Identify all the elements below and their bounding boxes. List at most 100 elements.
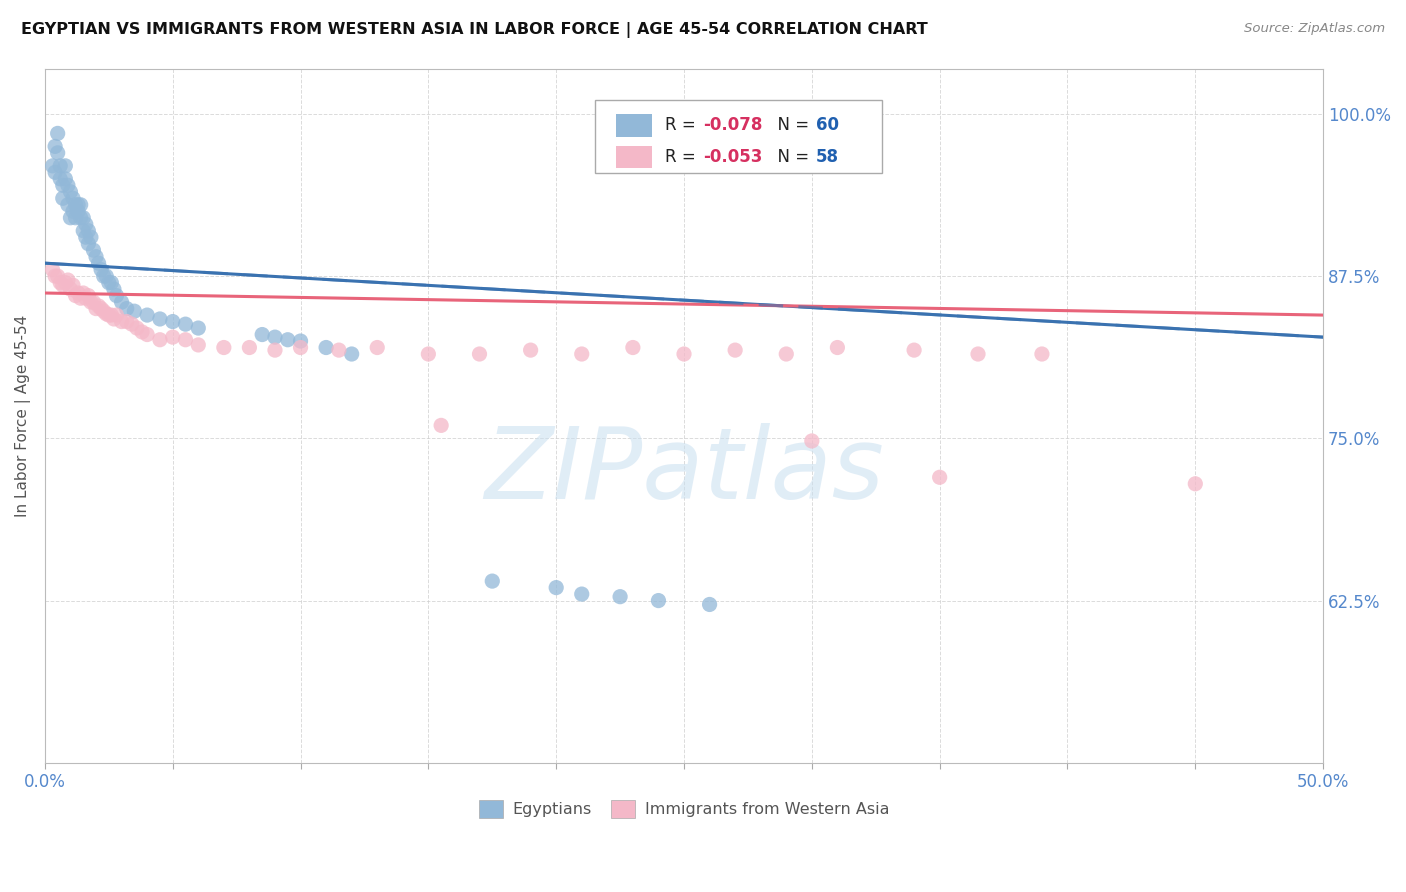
Point bbox=[121, 317, 143, 331]
Point bbox=[1184, 476, 1206, 491]
Point bbox=[609, 590, 631, 604]
Point bbox=[967, 347, 990, 361]
Point bbox=[800, 434, 823, 448]
Point bbox=[105, 308, 128, 322]
Point bbox=[69, 291, 91, 305]
Point bbox=[46, 269, 69, 284]
Point bbox=[77, 288, 100, 302]
Point bbox=[72, 224, 94, 238]
Point bbox=[903, 343, 925, 358]
Text: N =: N = bbox=[768, 117, 814, 135]
Point bbox=[928, 470, 950, 484]
Point bbox=[77, 236, 100, 251]
Point bbox=[72, 285, 94, 300]
Point bbox=[340, 347, 363, 361]
Point bbox=[277, 333, 299, 347]
Point bbox=[69, 198, 91, 212]
Point bbox=[56, 198, 79, 212]
Point bbox=[67, 285, 90, 300]
Point bbox=[131, 325, 153, 339]
Point bbox=[1031, 347, 1053, 361]
Point bbox=[149, 312, 172, 326]
Point bbox=[65, 198, 87, 212]
Point bbox=[67, 198, 90, 212]
Point bbox=[65, 288, 87, 302]
Point bbox=[87, 299, 110, 313]
Point bbox=[75, 230, 97, 244]
Point bbox=[430, 418, 453, 433]
Point bbox=[93, 269, 115, 284]
Text: 58: 58 bbox=[815, 148, 838, 166]
Point bbox=[174, 333, 197, 347]
Point bbox=[571, 587, 593, 601]
Text: -0.053: -0.053 bbox=[703, 148, 762, 166]
Legend: Egyptians, Immigrants from Western Asia: Egyptians, Immigrants from Western Asia bbox=[472, 794, 896, 824]
Point bbox=[59, 282, 82, 296]
Point bbox=[62, 191, 84, 205]
Point bbox=[87, 256, 110, 270]
Point bbox=[105, 288, 128, 302]
Text: EGYPTIAN VS IMMIGRANTS FROM WESTERN ASIA IN LABOR FORCE | AGE 45-54 CORRELATION : EGYPTIAN VS IMMIGRANTS FROM WESTERN ASIA… bbox=[21, 22, 928, 38]
Point bbox=[149, 333, 172, 347]
Point bbox=[52, 178, 75, 193]
Point bbox=[724, 343, 747, 358]
Point bbox=[90, 262, 112, 277]
Point bbox=[103, 282, 125, 296]
Point bbox=[77, 224, 100, 238]
Point bbox=[62, 278, 84, 293]
Point bbox=[775, 347, 797, 361]
Point bbox=[44, 139, 66, 153]
Point bbox=[672, 347, 695, 361]
Point bbox=[546, 581, 568, 595]
Point bbox=[82, 243, 104, 257]
Point bbox=[41, 159, 63, 173]
Point bbox=[46, 127, 69, 141]
Point bbox=[97, 308, 120, 322]
Point bbox=[44, 165, 66, 179]
Point bbox=[84, 250, 107, 264]
Point bbox=[80, 295, 103, 310]
Point bbox=[103, 312, 125, 326]
Point bbox=[162, 330, 184, 344]
Point bbox=[136, 327, 159, 342]
Point bbox=[115, 301, 138, 316]
Point bbox=[46, 145, 69, 160]
Text: -0.078: -0.078 bbox=[703, 117, 762, 135]
Point bbox=[96, 269, 118, 284]
Point bbox=[59, 185, 82, 199]
Text: R =: R = bbox=[665, 148, 700, 166]
Point bbox=[100, 276, 122, 290]
Point bbox=[162, 315, 184, 329]
Point bbox=[110, 315, 132, 329]
Text: ZIPatlas: ZIPatlas bbox=[484, 423, 884, 520]
FancyBboxPatch shape bbox=[616, 146, 652, 169]
Point bbox=[110, 295, 132, 310]
Point bbox=[187, 321, 209, 335]
Point bbox=[44, 269, 66, 284]
Point bbox=[174, 317, 197, 331]
Point bbox=[827, 341, 849, 355]
FancyBboxPatch shape bbox=[616, 114, 652, 136]
Point bbox=[97, 276, 120, 290]
Point bbox=[93, 304, 115, 318]
Point bbox=[647, 593, 669, 607]
Point bbox=[53, 171, 76, 186]
Point bbox=[49, 171, 72, 186]
Point bbox=[41, 262, 63, 277]
Point bbox=[136, 308, 159, 322]
Point bbox=[124, 304, 146, 318]
FancyBboxPatch shape bbox=[595, 100, 882, 173]
Point bbox=[49, 159, 72, 173]
Point bbox=[250, 327, 273, 342]
Text: N =: N = bbox=[768, 148, 814, 166]
Point bbox=[468, 347, 491, 361]
Point bbox=[72, 211, 94, 225]
Point bbox=[53, 276, 76, 290]
Point bbox=[621, 341, 644, 355]
Point bbox=[52, 191, 75, 205]
Text: 60: 60 bbox=[815, 117, 838, 135]
Point bbox=[75, 291, 97, 305]
Point bbox=[67, 204, 90, 219]
Point bbox=[53, 159, 76, 173]
Point bbox=[238, 341, 260, 355]
